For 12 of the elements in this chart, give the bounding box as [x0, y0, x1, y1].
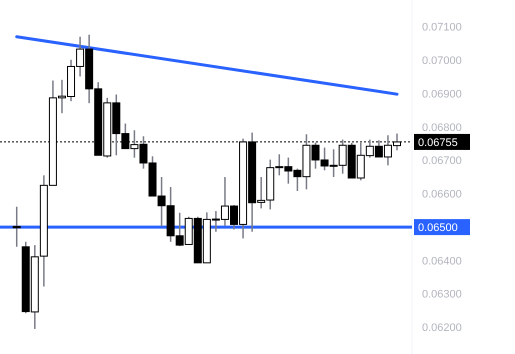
y-tick-label: 0.06900	[422, 88, 462, 100]
y-tick-label: 0.06300	[422, 288, 462, 301]
y-tick-label: 0.07000	[422, 54, 462, 67]
y-tick-label: 0.06400	[422, 255, 462, 268]
ref-line-label: 0.06500	[418, 222, 458, 234]
y-tick-label: 0.07100	[422, 22, 462, 34]
ref-line-label: 0.06755	[418, 136, 458, 149]
y-tick-label: 0.06700	[422, 155, 462, 168]
y-tick-label: 0.06800	[422, 122, 462, 134]
candlestick	[12, 206, 21, 248]
y-tick-label: 0.06600	[422, 188, 462, 201]
y-tick-label: 0.06200	[422, 322, 462, 334]
